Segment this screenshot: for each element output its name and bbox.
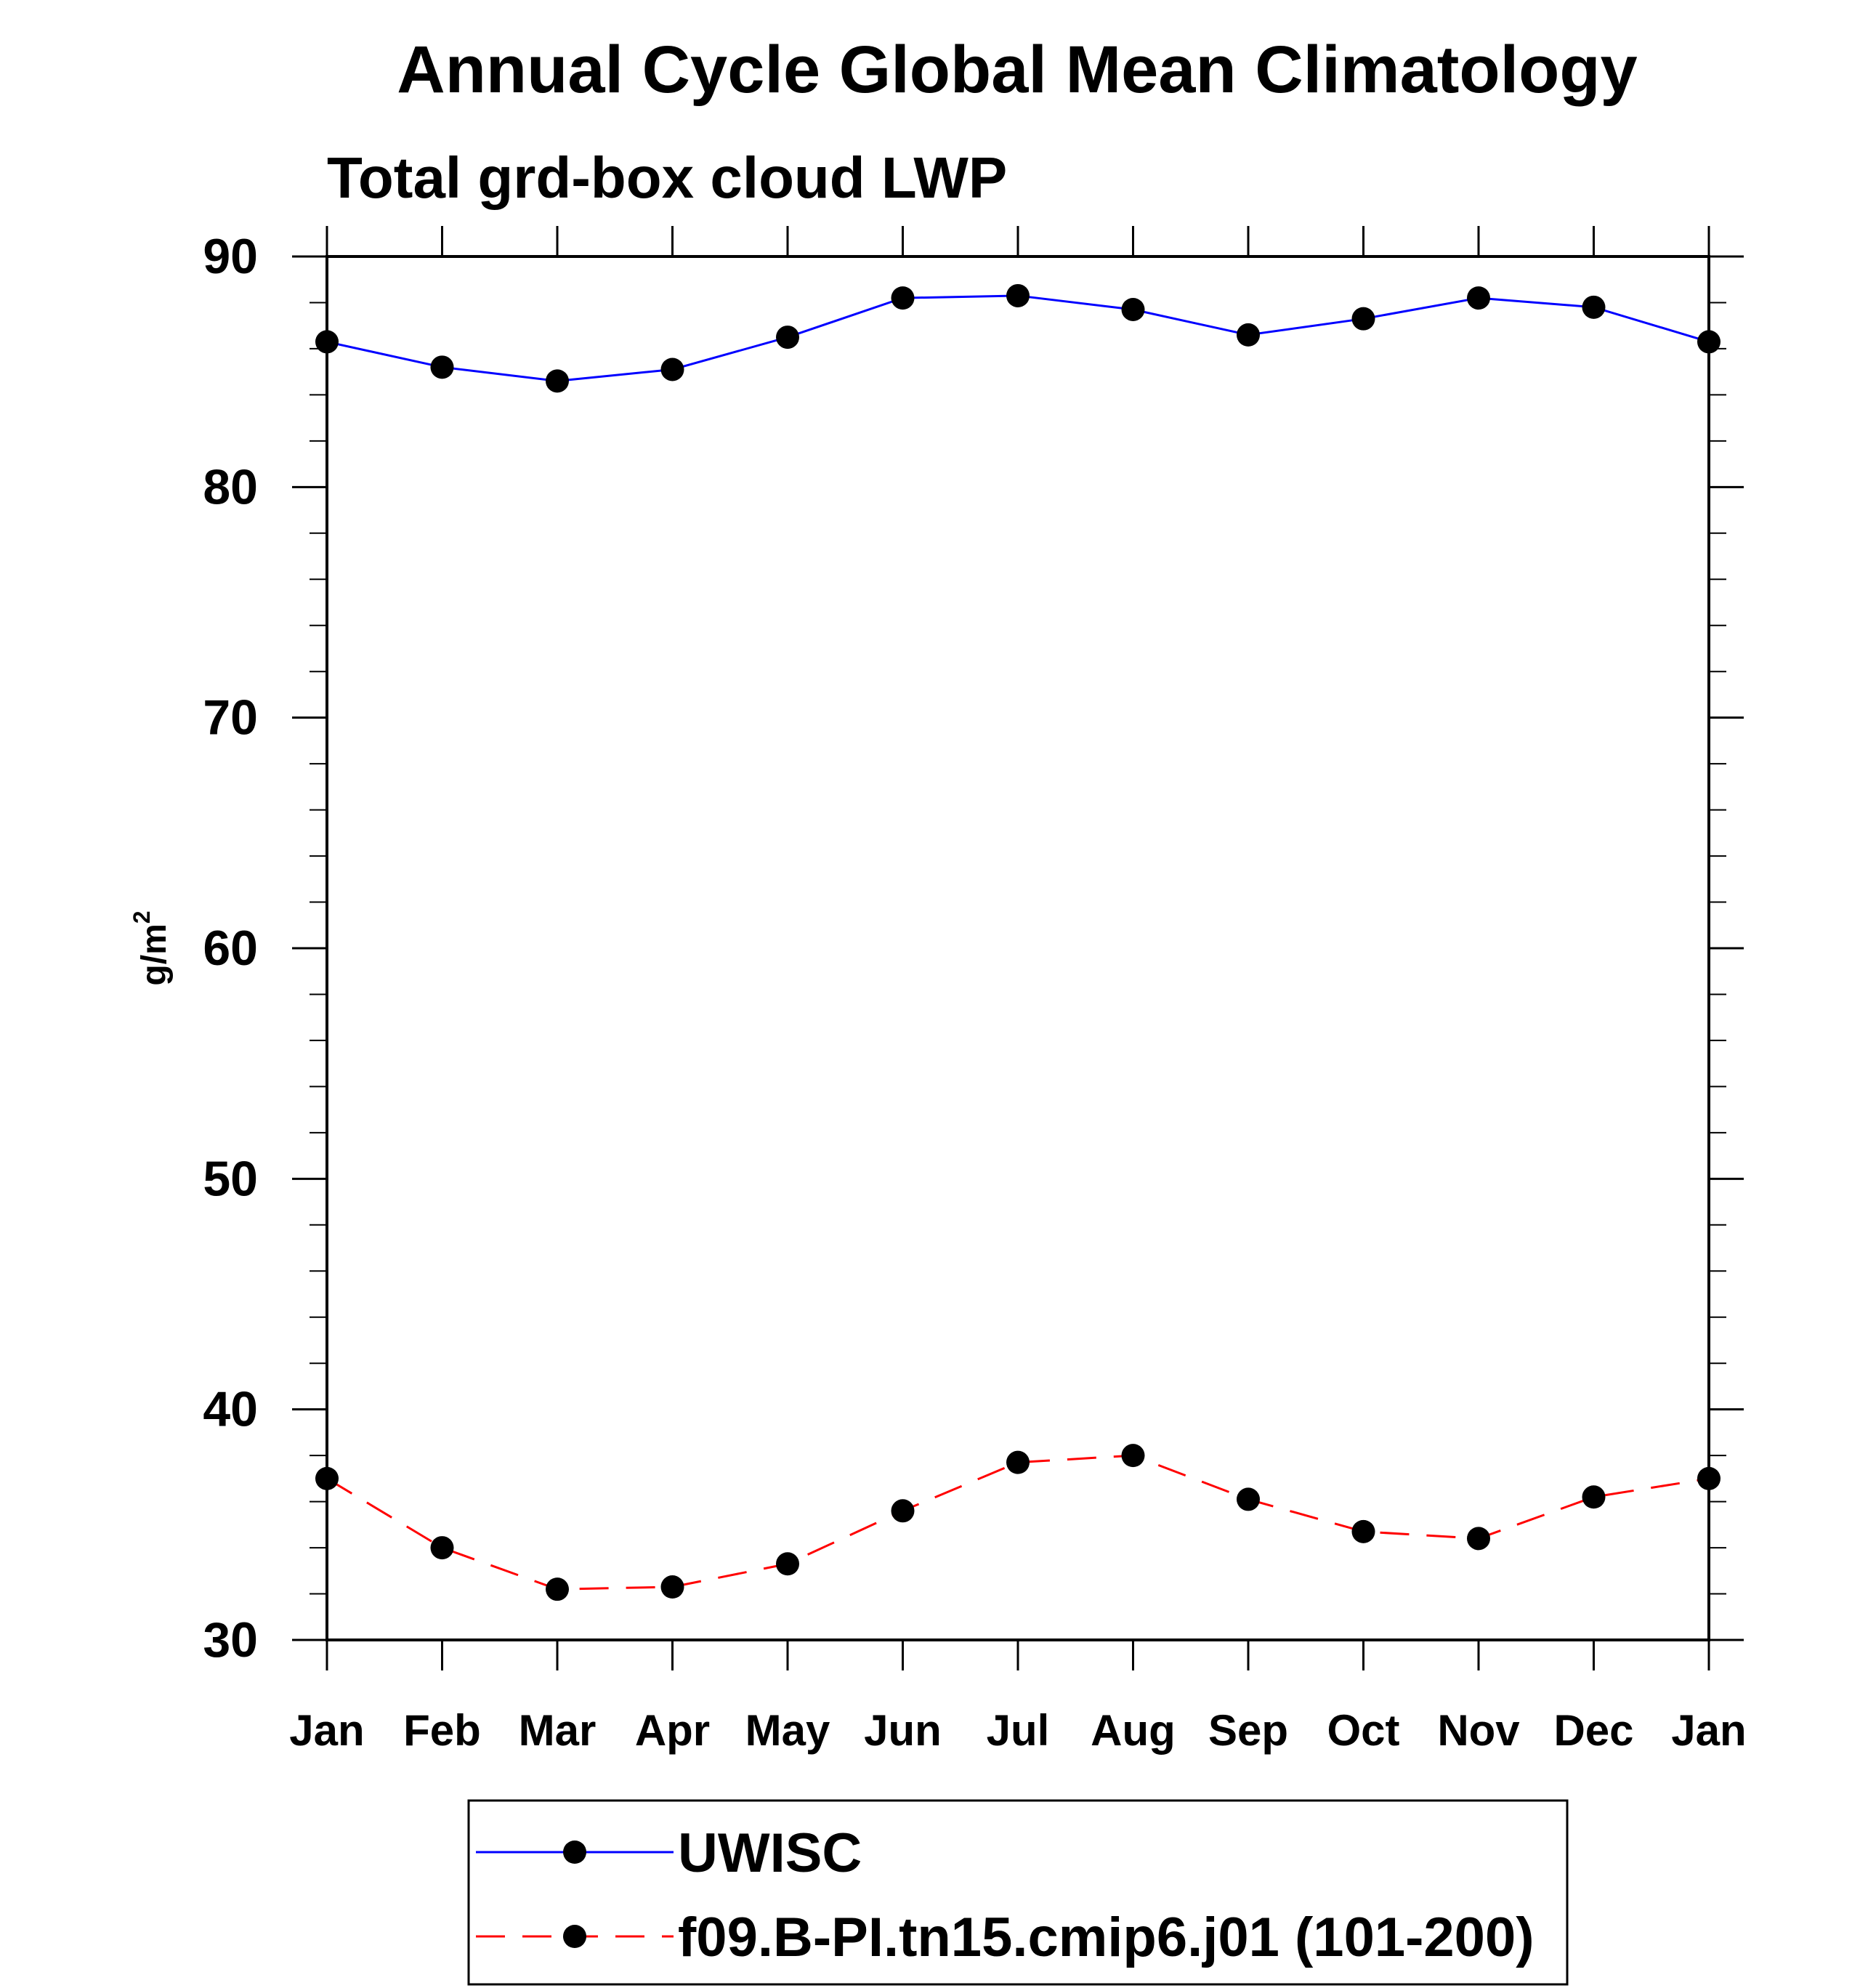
legend-label-model: f09.B-PI.tn15.cmip6.j01 (101-200) xyxy=(678,1907,1534,1968)
x-tick-label: Aug xyxy=(1091,1706,1176,1755)
data-point xyxy=(1467,1527,1490,1551)
x-tick-label: Jun xyxy=(864,1706,942,1755)
series-line-1 xyxy=(326,1454,1710,1591)
axis-ticks xyxy=(292,226,1744,1670)
data-point xyxy=(1351,307,1375,331)
series-line-0 xyxy=(326,294,1710,382)
series-points xyxy=(315,283,1720,1601)
y-tick-label: 50 xyxy=(203,1151,258,1206)
x-tick-label: Apr xyxy=(635,1706,710,1755)
y-tick-label: 30 xyxy=(203,1612,258,1668)
x-tick-label: Sep xyxy=(1208,1706,1288,1755)
legend-marker-uwisc xyxy=(563,1840,586,1864)
data-point xyxy=(1121,1444,1145,1468)
data-point xyxy=(891,1499,915,1523)
x-tick-label: Nov xyxy=(1437,1706,1520,1755)
data-point xyxy=(1697,1466,1720,1490)
data-point xyxy=(1006,283,1030,307)
data-point xyxy=(1006,1450,1030,1474)
data-point xyxy=(430,355,454,379)
x-tick-label: Oct xyxy=(1327,1706,1399,1755)
y-tick-label: 40 xyxy=(203,1382,258,1437)
data-point xyxy=(776,1552,799,1576)
plot-border xyxy=(326,255,1710,1641)
data-point xyxy=(546,1577,569,1601)
x-tick-label: Jan xyxy=(289,1706,364,1755)
x-tick-label: Dec xyxy=(1553,1706,1633,1755)
legend-label-uwisc: UWISC xyxy=(678,1822,862,1884)
x-tick-labels: Jan Feb Mar Apr May Jun Jul Aug Sep Oct Nov Dec Jan xyxy=(289,1706,1746,1755)
legend: UWISC f09.B-PI.tn15.cmip6.j01 (101-200) xyxy=(467,1799,1569,1986)
data-point xyxy=(1237,1487,1260,1511)
y-axis-label-unit: g/m xyxy=(135,924,174,985)
data-point xyxy=(315,330,339,354)
data-point xyxy=(1351,1519,1375,1543)
x-tick-label: Mar xyxy=(519,1706,597,1755)
x-tick-label: May xyxy=(745,1706,830,1755)
data-point xyxy=(1697,330,1720,354)
data-point xyxy=(660,357,684,381)
data-point xyxy=(891,286,915,310)
data-point xyxy=(1467,286,1490,310)
y-tick-label: 90 xyxy=(203,229,258,284)
legend-box xyxy=(467,1799,1569,1986)
data-point xyxy=(1582,1485,1606,1509)
data-point xyxy=(1121,297,1145,321)
y-axis-label-superscript: 2 xyxy=(129,910,155,924)
data-point xyxy=(1237,323,1260,347)
plot-frame xyxy=(326,255,1710,1641)
data-point xyxy=(315,1466,339,1490)
y-tick-labels: 30 40 50 60 70 80 90 xyxy=(203,229,258,1668)
legend-marker-model xyxy=(563,1925,586,1948)
x-tick-label: Jan xyxy=(1671,1706,1746,1755)
x-tick-label: Jul xyxy=(987,1706,1050,1755)
chart-subtitle: Total grd-box cloud LWP xyxy=(327,145,1007,210)
data-point xyxy=(660,1575,684,1599)
data-point xyxy=(546,369,569,393)
y-tick-label: 60 xyxy=(203,921,258,976)
chart-title: Annual Cycle Global Mean Climatology xyxy=(397,33,1637,107)
series-lines xyxy=(326,294,1710,1591)
data-point xyxy=(1582,295,1606,319)
x-tick-label: Feb xyxy=(403,1706,481,1755)
y-axis-label: g/m2 xyxy=(129,910,174,985)
data-point xyxy=(430,1536,454,1560)
data-point xyxy=(776,326,799,349)
y-tick-label: 80 xyxy=(203,459,258,514)
y-tick-label: 70 xyxy=(203,690,258,746)
